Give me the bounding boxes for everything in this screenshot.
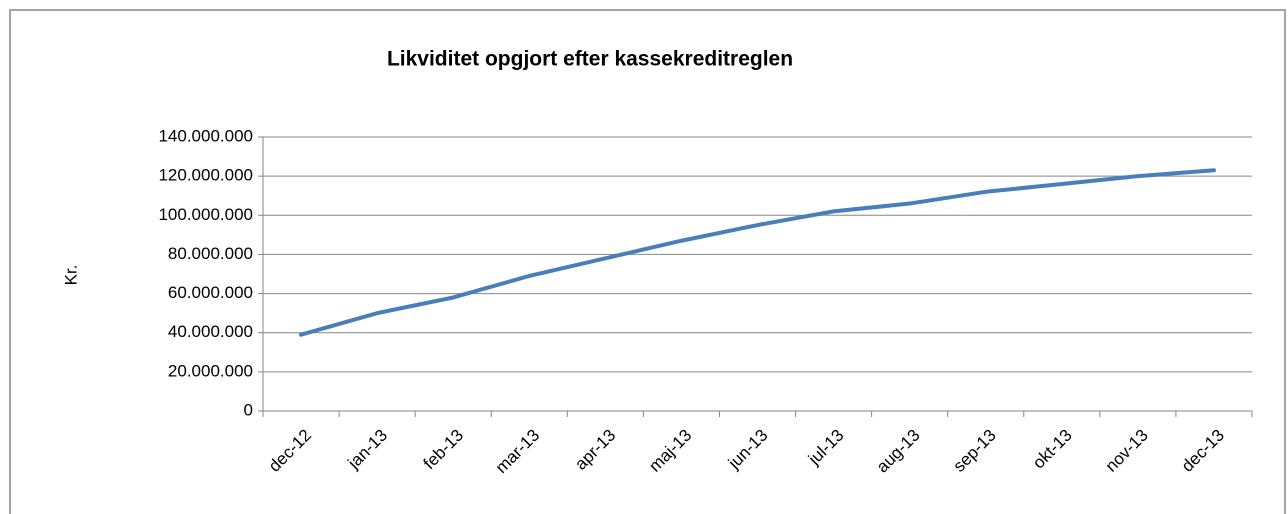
y-tick-label: 100.000.000	[158, 205, 253, 224]
y-tick-label: 60.000.000	[168, 283, 253, 302]
y-tick-label: 40.000.000	[168, 322, 253, 341]
y-tick-label: 80.000.000	[168, 244, 253, 263]
chart-title: Likviditet opgjort efter kassekreditregl…	[387, 48, 793, 71]
y-tick-label: 120.000.000	[158, 166, 253, 185]
y-axis-label: Kr.	[61, 265, 80, 286]
y-tick-label: 20.000.000	[168, 361, 253, 380]
line-series	[299, 168, 1216, 337]
chart-frame	[9, 9, 1286, 514]
y-tick-label: 140.000.000	[158, 126, 253, 145]
y-tick-label: 0	[244, 400, 253, 419]
